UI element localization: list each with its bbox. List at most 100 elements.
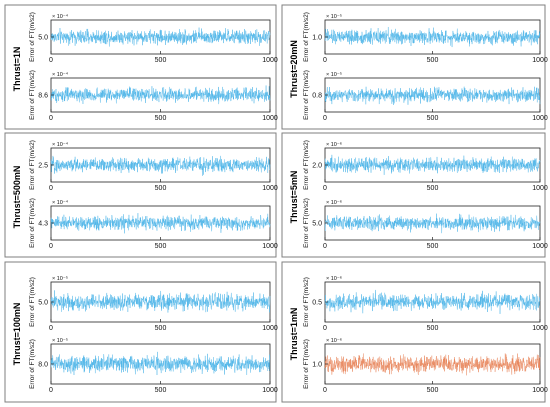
subplot-3-1: 2.5 × 10⁻⁴ 0 500 1000 Error of FT(m/s2): [29, 140, 278, 192]
x-tick-label: 1000: [262, 243, 278, 250]
series-line: [50, 290, 271, 313]
y-tick-label: 0.8: [312, 92, 322, 99]
y-axis-label: Error of FT(m/s2): [29, 198, 36, 248]
y-axis-label: Error of FT(m/s2): [303, 277, 310, 327]
x-tick-label: 500: [427, 243, 439, 250]
y-tick-label: 5.0: [312, 220, 322, 227]
panel-label: Thrust=500mN: [12, 166, 22, 229]
panel-2: Thrust=20mN 1.0 × 10⁻⁵ 0 500 1000 Error of FT(…: [281, 4, 548, 130]
x-tick-label: 500: [427, 57, 439, 64]
y-exponent-label: × 10⁻⁵: [326, 13, 342, 20]
series-line: [324, 213, 541, 234]
series-line: [324, 154, 541, 176]
series-line: [50, 212, 271, 234]
x-tick-label: 0: [49, 115, 53, 122]
y-axis-label: Error of FT(m/s2): [29, 277, 36, 327]
y-axis-label: Error of FT(m/s2): [29, 12, 36, 62]
x-tick-label: 1000: [532, 57, 548, 64]
y-exponent-label: × 10⁻⁵: [52, 275, 68, 282]
series-line: [50, 351, 271, 376]
x-tick-label: 1000: [532, 243, 548, 250]
panel-label: Thrust=100mN: [12, 303, 22, 366]
panel-5: Thrust=100mN 5.0 × 10⁻⁵ 0 500 1000 Error of FT…: [4, 261, 278, 403]
y-exponent-label: × 10⁻⁶: [326, 275, 342, 282]
y-axis-label: Error of FT(m/s2): [303, 198, 310, 248]
y-tick-label: 0.5: [312, 299, 322, 306]
y-axis-label: Error of FT(m/s2): [303, 140, 310, 190]
y-exponent-label: × 10⁻⁶: [326, 141, 342, 148]
x-tick-label: 0: [49, 387, 53, 394]
x-tick-label: 500: [427, 185, 439, 192]
panel-3: Thrust=500mN 2.5 × 10⁻⁴ 0 500 1000 Error of FT…: [4, 132, 278, 258]
x-tick-label: 1000: [262, 185, 278, 192]
subplot-4-1: 2.0 × 10⁻⁶ 0 500 1000 Error of FT(m/s2): [303, 140, 548, 192]
y-axis-label: Error of FT(m/s2): [29, 339, 36, 389]
y-tick-label: 4.3: [38, 220, 48, 227]
panel-label: Thrust=1N: [12, 47, 22, 92]
x-tick-label: 1000: [262, 115, 278, 122]
panel-4: Thrust=5mN 2.0 × 10⁻⁶ 0 500 1000 Error of FT(m…: [281, 132, 548, 258]
x-tick-label: 0: [323, 57, 327, 64]
x-tick-label: 1000: [532, 185, 548, 192]
x-tick-label: 0: [49, 243, 53, 250]
panel-border: [281, 261, 546, 403]
x-tick-label: 500: [155, 57, 167, 64]
x-tick-label: 500: [155, 325, 167, 332]
subplot-1-1: 5.0 × 10⁻⁴ 0 500 1000 Error of FT(m/s2): [29, 12, 278, 64]
subplot-6-1: 0.5 × 10⁻⁶ 0 500 1000 Error of FT(m/s2): [303, 275, 548, 332]
subplot-2-1: 1.0 × 10⁻⁵ 0 500 1000 Error of FT(m/s2): [303, 12, 548, 64]
y-exponent-label: × 10⁻⁶: [326, 337, 342, 344]
y-axis-label: Error of FT(m/s2): [303, 70, 310, 120]
y-exponent-label: × 10⁻⁴: [52, 141, 69, 148]
subplot-6-2: 1.0 × 10⁻⁶ 0 500 1000 Error of FT(m/s2): [303, 337, 548, 394]
panel-border: [4, 261, 277, 403]
x-tick-label: 500: [155, 243, 167, 250]
x-tick-label: 1000: [532, 325, 548, 332]
x-tick-label: 1000: [262, 387, 278, 394]
x-tick-label: 1000: [532, 115, 548, 122]
y-tick-label: 5.0: [38, 34, 48, 41]
y-axis-label: Error of FT(m/s2): [303, 339, 310, 389]
panel-label: Thrust=5mN: [289, 171, 299, 224]
x-tick-label: 0: [323, 387, 327, 394]
panel-label: Thrust=20mN: [289, 40, 299, 98]
panel-border: [4, 4, 277, 130]
panel-border: [281, 4, 546, 130]
x-tick-label: 0: [49, 325, 53, 332]
y-axis-label: Error of FT(m/s2): [29, 70, 36, 120]
y-exponent-label: × 10⁻⁶: [326, 199, 342, 206]
y-tick-label: 5.0: [38, 299, 48, 306]
subplot-3-2: 4.3 × 10⁻⁴ 0 500 1000 Error of FT(m/s2): [29, 198, 278, 250]
y-tick-label: 8.6: [38, 92, 48, 99]
x-tick-label: 1000: [262, 325, 278, 332]
series-line: [324, 353, 541, 376]
x-tick-label: 500: [155, 387, 167, 394]
subplot-4-2: 5.0 × 10⁻⁶ 0 500 1000 Error of FT(m/s2): [303, 198, 548, 250]
x-tick-label: 500: [155, 185, 167, 192]
panel-1: Thrust=1N 5.0 × 10⁻⁴ 0 500 1000 Error of FT(m/…: [4, 4, 278, 130]
panel-border: [281, 132, 546, 258]
y-tick-label: 1.0: [312, 361, 322, 368]
y-tick-label: 2.5: [38, 162, 48, 169]
x-tick-label: 0: [323, 185, 327, 192]
panel-label: Thrust=1mN: [289, 308, 299, 361]
series-line: [50, 27, 271, 47]
x-tick-label: 0: [323, 325, 327, 332]
y-tick-label: 1.0: [312, 34, 322, 41]
series-line: [324, 86, 541, 106]
y-exponent-label: × 10⁻⁵: [52, 337, 68, 344]
y-exponent-label: × 10⁻⁴: [52, 13, 69, 20]
y-axis-label: Error of FT(m/s2): [29, 140, 36, 190]
series-line: [50, 155, 271, 177]
series-line: [50, 85, 271, 105]
y-axis-label: Error of FT(m/s2): [303, 12, 310, 62]
x-tick-label: 500: [427, 115, 439, 122]
series-line: [324, 26, 541, 48]
y-exponent-label: × 10⁻⁴: [52, 71, 69, 78]
x-tick-label: 0: [323, 115, 327, 122]
subplot-5-1: 5.0 × 10⁻⁵ 0 500 1000 Error of FT(m/s2): [29, 275, 278, 332]
series-line: [324, 289, 541, 315]
panel-border: [4, 132, 277, 258]
y-exponent-label: × 10⁻⁵: [326, 71, 342, 78]
